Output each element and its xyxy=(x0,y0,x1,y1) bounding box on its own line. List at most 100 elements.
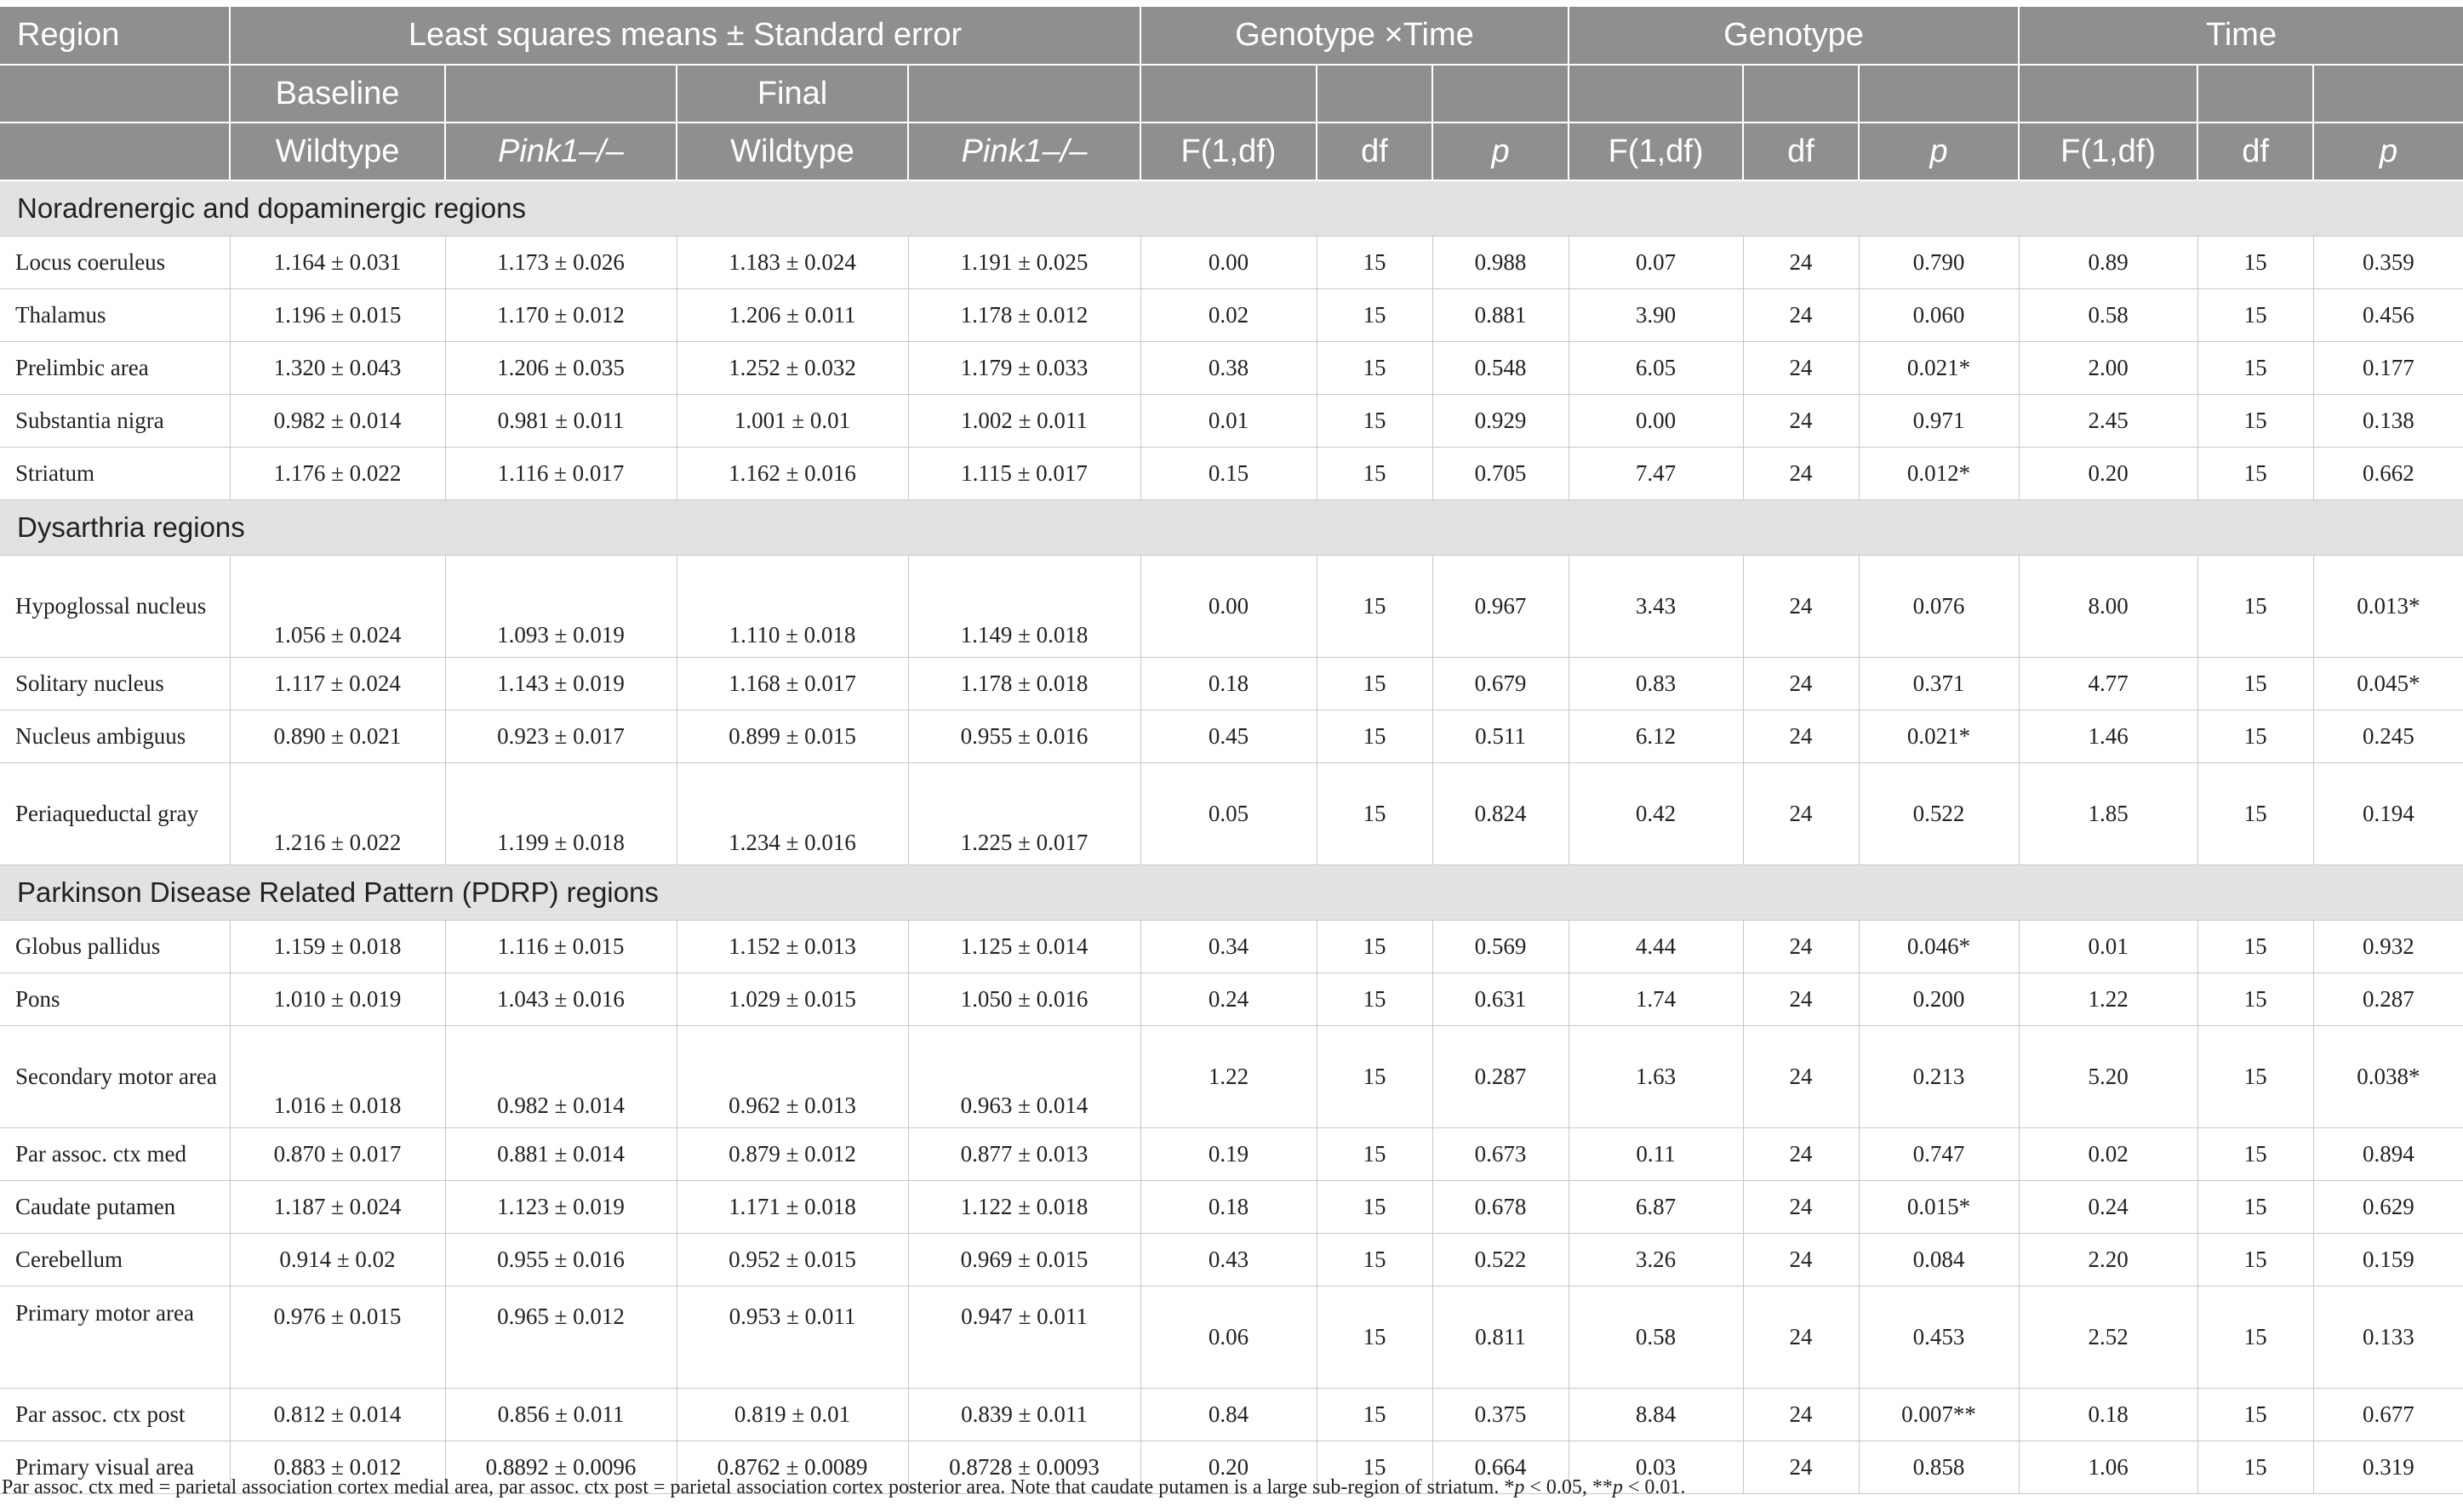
cell-gxt-f: 0.19 xyxy=(1140,1127,1317,1181)
region-cell: Par assoc. ctx post xyxy=(0,1388,231,1441)
cell-genotype-p: 0.790 xyxy=(1859,236,2020,289)
table-row: Cerebellum 0.914 ± 0.02 0.955 ± 0.016 0.952… xyxy=(0,1233,2463,1287)
cell-gxt-p: 0.287 xyxy=(1432,1025,1569,1128)
cell-baseline-pink1: 0.965 ± 0.012 xyxy=(445,1286,677,1389)
cell-genotype-p: 0.858 xyxy=(1859,1441,2020,1494)
header-empty xyxy=(1859,65,2020,123)
region-cell: Primary motor area xyxy=(0,1286,231,1389)
header-row-3: Wildtype Pink1–/– Wildtype Pink1–/– F(1,… xyxy=(0,123,2463,181)
region-cell: Solitary nucleus xyxy=(0,657,231,710)
cell-baseline-pink1: 0.923 ± 0.017 xyxy=(445,710,677,763)
cell-time-p: 0.894 xyxy=(2313,1127,2463,1181)
cell-baseline-pink1: 1.206 ± 0.035 xyxy=(445,341,677,395)
table-body: Noradrenergic and dopaminergic regions Lo… xyxy=(0,180,2463,1494)
cell-gxt-p: 0.375 xyxy=(1432,1388,1569,1441)
cell-genotype-f: 0.58 xyxy=(1569,1286,1744,1389)
cell-time-f: 1.85 xyxy=(2019,762,2198,865)
cell-final-pink1: 1.178 ± 0.012 xyxy=(908,288,1141,342)
cell-gxt-df: 15 xyxy=(1317,1025,1433,1128)
cell-gxt-p: 0.967 xyxy=(1432,555,1569,658)
cell-genotype-df: 24 xyxy=(1743,1180,1860,1234)
cell-final-wildtype: 0.952 ± 0.015 xyxy=(677,1233,909,1287)
cell-time-df: 15 xyxy=(2197,1127,2314,1181)
cell-time-p: 0.456 xyxy=(2313,288,2463,342)
region-cell: Hypoglossal nucleus xyxy=(0,555,231,658)
cell-genotype-df: 24 xyxy=(1743,657,1860,710)
header-empty xyxy=(2019,65,2199,123)
cell-time-df: 15 xyxy=(2197,1180,2314,1234)
cell-time-f: 2.00 xyxy=(2019,341,2198,395)
cell-time-f: 0.58 xyxy=(2019,288,2198,342)
header-empty xyxy=(2197,65,2315,123)
cell-genotype-df: 24 xyxy=(1743,1127,1860,1181)
table-row: Pons 1.010 ± 0.019 1.043 ± 0.016 1.029 ± 0.… xyxy=(0,973,2463,1026)
table-footnote: Par assoc. ctx med = parietal associatio… xyxy=(2,1476,2453,1499)
cell-baseline-wildtype: 1.010 ± 0.019 xyxy=(230,973,446,1026)
cell-time-df: 15 xyxy=(2197,1388,2314,1441)
cell-time-p: 0.932 xyxy=(2313,920,2463,973)
cell-genotype-p: 0.213 xyxy=(1859,1025,2020,1128)
cell-baseline-wildtype: 0.890 ± 0.021 xyxy=(230,710,446,763)
cell-gxt-df: 15 xyxy=(1317,1233,1433,1287)
cell-final-wildtype: 1.029 ± 0.015 xyxy=(677,973,909,1026)
cell-baseline-wildtype: 1.196 ± 0.015 xyxy=(230,288,446,342)
section-title: Dysarthria regions xyxy=(0,499,2463,556)
cell-genotype-p: 0.522 xyxy=(1859,762,2020,865)
header-final-pink1: Pink1–/– xyxy=(908,123,1141,181)
cell-gxt-f: 0.00 xyxy=(1140,555,1317,658)
cell-final-wildtype: 0.899 ± 0.015 xyxy=(677,710,909,763)
cell-time-p: 0.629 xyxy=(2313,1180,2463,1234)
cell-time-f: 1.22 xyxy=(2019,973,2198,1026)
cell-final-wildtype: 1.234 ± 0.016 xyxy=(677,762,909,865)
cell-gxt-f: 0.24 xyxy=(1140,973,1317,1026)
region-cell: Prelimbic area xyxy=(0,341,231,395)
cell-time-f: 0.18 xyxy=(2019,1388,2198,1441)
header-empty xyxy=(0,65,231,123)
results-table-container: Region Least squares means ± Standard er… xyxy=(0,7,2463,1494)
cell-final-wildtype: 1.110 ± 0.018 xyxy=(677,555,909,658)
cell-genotype-df: 24 xyxy=(1743,341,1860,395)
results-table: Region Least squares means ± Standard er… xyxy=(0,7,2463,1494)
cell-time-df: 15 xyxy=(2197,1025,2314,1128)
cell-final-pink1: 1.225 ± 0.017 xyxy=(908,762,1141,865)
cell-genotype-p: 0.060 xyxy=(1859,288,2020,342)
table-row: Caudate putamen 1.187 ± 0.024 1.123 ± 0.01… xyxy=(0,1180,2463,1234)
cell-time-f: 0.20 xyxy=(2019,447,2198,500)
cell-final-wildtype: 1.206 ± 0.011 xyxy=(677,288,909,342)
region-cell: Globus pallidus xyxy=(0,920,231,973)
cell-time-p: 0.287 xyxy=(2313,973,2463,1026)
cell-time-df: 15 xyxy=(2197,1286,2314,1389)
cell-time-f: 1.06 xyxy=(2019,1441,2198,1494)
cell-baseline-pink1: 1.170 ± 0.012 xyxy=(445,288,677,342)
cell-baseline-pink1: 1.093 ± 0.019 xyxy=(445,555,677,658)
cell-time-p: 0.038* xyxy=(2313,1025,2463,1128)
cell-gxt-p: 0.569 xyxy=(1432,920,1569,973)
cell-time-df: 15 xyxy=(2197,710,2314,763)
footnote-p2-rest: < 0.01. xyxy=(1622,1476,1686,1498)
cell-genotype-p: 0.015* xyxy=(1859,1180,2020,1234)
cell-final-wildtype: 0.953 ± 0.011 xyxy=(677,1286,909,1389)
cell-genotype-f: 1.63 xyxy=(1569,1025,1744,1128)
cell-genotype-df: 24 xyxy=(1743,1233,1860,1287)
cell-final-pink1: 1.002 ± 0.011 xyxy=(908,394,1141,448)
cell-gxt-f: 0.38 xyxy=(1140,341,1317,395)
cell-final-pink1: 0.8728 ± 0.0093 xyxy=(908,1441,1141,1494)
header-region: Region xyxy=(0,7,231,66)
cell-gxt-f: 0.00 xyxy=(1140,236,1317,289)
cell-time-p: 0.194 xyxy=(2313,762,2463,865)
header-gxt-f: F(1,df) xyxy=(1140,123,1317,181)
table-row: Secondary motor area 1.016 ± 0.018 0.982 ±… xyxy=(0,1025,2463,1128)
cell-genotype-p: 0.076 xyxy=(1859,555,2020,658)
cell-time-df: 15 xyxy=(2197,555,2314,658)
header-time-f: F(1,df) xyxy=(2019,123,2199,181)
header-genotype-df: df xyxy=(1743,123,1860,181)
cell-genotype-f: 4.44 xyxy=(1569,920,1744,973)
cell-time-f: 0.01 xyxy=(2019,920,2198,973)
cell-time-df: 15 xyxy=(2197,1233,2314,1287)
region-cell: Periaqueductal gray xyxy=(0,762,231,865)
cell-genotype-p: 0.046* xyxy=(1859,920,2020,973)
cell-baseline-pink1: 0.982 ± 0.014 xyxy=(445,1025,677,1128)
cell-gxt-p: 0.522 xyxy=(1432,1233,1569,1287)
cell-time-df: 15 xyxy=(2197,447,2314,500)
footnote-p2: p xyxy=(1612,1476,1623,1498)
